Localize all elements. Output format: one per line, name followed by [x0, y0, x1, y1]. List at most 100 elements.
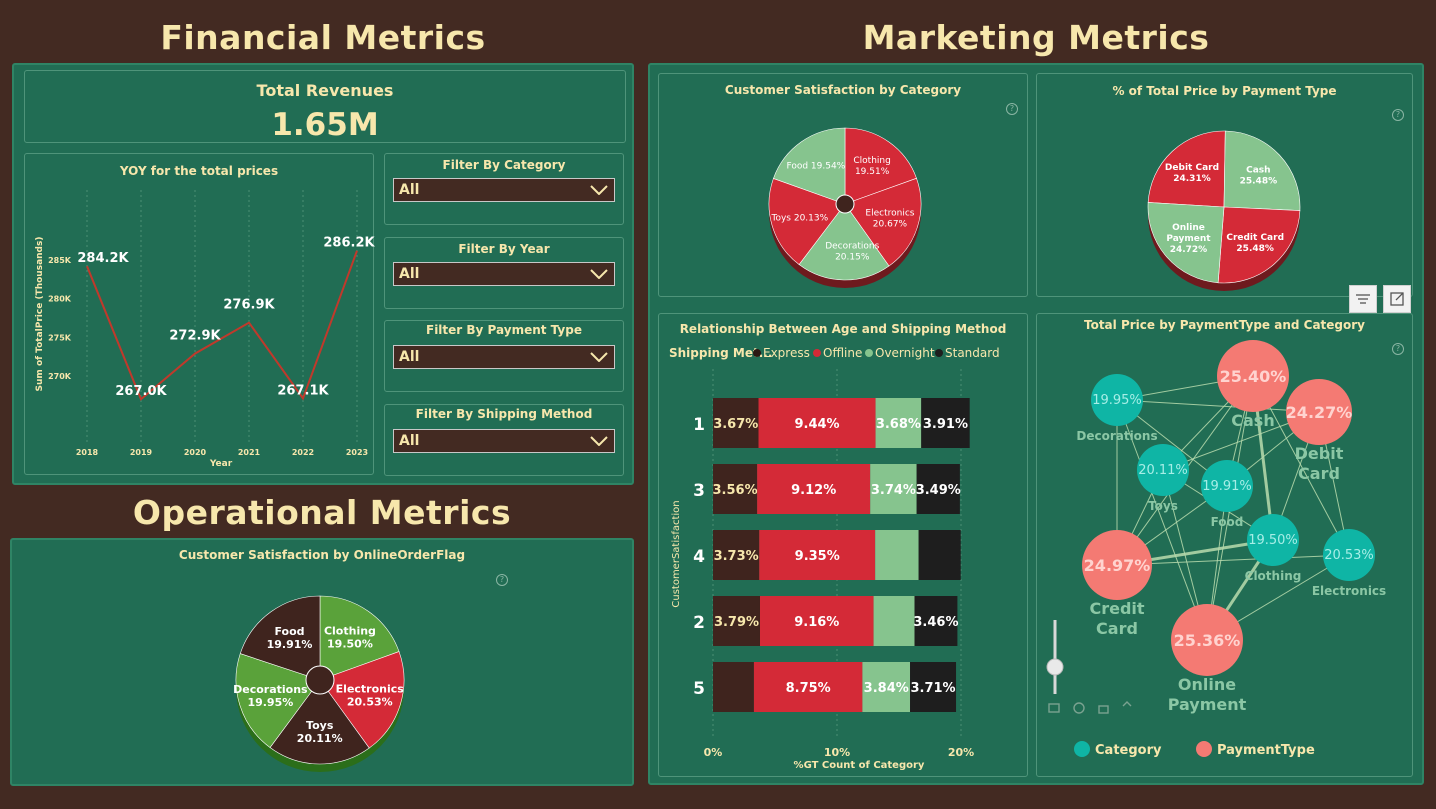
undo-icon[interactable]	[1122, 701, 1132, 707]
x-tick-label: 10%	[824, 746, 850, 759]
filter-category-dropdown[interactable]: All	[393, 178, 615, 202]
pie-slice[interactable]	[844, 177, 922, 267]
zoom-slider[interactable]	[1046, 620, 1064, 694]
bar-segment[interactable]	[758, 398, 876, 448]
lock-icon[interactable]	[1098, 705, 1109, 714]
network-node[interactable]	[1082, 530, 1152, 600]
y-category-label: 3	[693, 481, 705, 501]
network-node[interactable]	[1201, 460, 1253, 512]
bar-segment[interactable]	[713, 596, 760, 646]
pie-label: Cash	[1246, 165, 1270, 175]
network-edge	[1116, 399, 1208, 641]
legend-label[interactable]: Offline	[823, 346, 862, 360]
network-node[interactable]	[1217, 340, 1289, 412]
pie-slice[interactable]	[773, 127, 846, 205]
filter-shipping-value: All	[399, 433, 420, 449]
help-icon[interactable]: ?	[1392, 343, 1404, 355]
network-node[interactable]	[1247, 514, 1299, 566]
bar-segment[interactable]	[862, 662, 911, 712]
pie-slice[interactable]	[798, 203, 890, 281]
bar-segment[interactable]	[914, 596, 958, 646]
bar-segment[interactable]	[873, 596, 915, 646]
fit-view-icon[interactable]	[1048, 703, 1060, 713]
pie-slice[interactable]	[269, 679, 370, 765]
pie-label: Decorations	[825, 242, 879, 252]
network-node[interactable]	[1171, 604, 1243, 676]
filter-shipping-dropdown[interactable]: All	[393, 429, 615, 453]
bar-segment[interactable]	[916, 464, 960, 514]
bar-segment[interactable]	[713, 398, 759, 448]
y-tick-label: 280K	[48, 295, 72, 304]
bar-segment[interactable]	[921, 398, 970, 448]
pie-label: Toys 20.13%	[771, 213, 829, 223]
bar-segment[interactable]	[875, 530, 919, 580]
network-node[interactable]	[1091, 374, 1143, 426]
x-tick-label: 2022	[292, 448, 314, 457]
bar-segment[interactable]	[753, 662, 863, 712]
x-tick-label: 2023	[346, 448, 368, 457]
pie-label: 24.72%	[1170, 245, 1208, 255]
filter-year-label: Filter By Year	[458, 242, 550, 256]
bar-segment[interactable]	[759, 596, 874, 646]
help-icon[interactable]: ?	[496, 574, 508, 586]
marketing-panel: Customer Satisfaction by Category ? Clot…	[648, 63, 1424, 785]
bar-data-label: 3.67%	[713, 417, 758, 432]
bar-segment[interactable]	[918, 530, 961, 580]
pie-label: Decorations	[233, 683, 308, 696]
pie-slice[interactable]	[235, 653, 321, 748]
focus-mode-button[interactable]	[1383, 285, 1411, 313]
network-node-label: Card	[1096, 619, 1138, 638]
bar-data-label: 9.35%	[795, 549, 840, 564]
filter-payment-dropdown[interactable]: All	[393, 345, 615, 369]
zoom-slider-handle[interactable]	[1046, 658, 1064, 676]
bar-data-label: 3.74%	[871, 483, 916, 498]
pie-slice[interactable]	[844, 127, 917, 205]
pie-slice[interactable]	[319, 651, 405, 749]
filter-payment-label: Filter By Payment Type	[426, 323, 582, 337]
legend-label[interactable]: Express	[763, 346, 810, 360]
y-tick-label: 285K	[48, 256, 72, 265]
network-node-label: Clothing	[1245, 569, 1302, 583]
financial-panel: Total Revenues 1.65M YOY for the total p…	[12, 63, 634, 485]
pie-slice[interactable]	[1223, 130, 1301, 211]
pie-label: 19.51%	[855, 167, 890, 177]
network-toolbar	[1048, 701, 1132, 714]
bar-segment[interactable]	[910, 662, 957, 712]
pie-slice[interactable]	[1217, 206, 1301, 284]
help-icon[interactable]: ?	[1392, 109, 1404, 121]
filter-year-card: Filter By Year All	[384, 237, 624, 309]
network-node[interactable]	[1323, 529, 1375, 581]
y-tick-label: 270K	[48, 372, 72, 381]
network-node-value: 19.50%	[1248, 533, 1298, 548]
bar-segment[interactable]	[759, 530, 876, 580]
kpi-label: Total Revenues	[256, 81, 394, 100]
pie-slice[interactable]	[319, 595, 400, 681]
pie-slice[interactable]	[768, 178, 846, 265]
pie-slice[interactable]	[239, 595, 321, 681]
filter-year-dropdown[interactable]: All	[393, 262, 615, 286]
bar-segment[interactable]	[713, 530, 760, 580]
help-icon[interactable]: ?	[1006, 103, 1018, 115]
pie-slice[interactable]	[1147, 202, 1225, 284]
filter-visual-button[interactable]	[1349, 285, 1377, 313]
filter-payment-card: Filter By Payment Type All	[384, 320, 624, 392]
chevron-down-icon	[590, 436, 608, 446]
data-label: 267.1K	[277, 383, 329, 398]
network-node[interactable]	[1286, 379, 1352, 445]
pie-label: 25.48%	[1236, 244, 1274, 254]
legend-label[interactable]: Standard	[945, 346, 1000, 360]
filter-category-label: Filter By Category	[442, 158, 566, 172]
legend-dot	[865, 349, 873, 357]
network-node[interactable]	[1137, 444, 1189, 496]
network-node-label: Payment	[1168, 695, 1247, 714]
bar-segment[interactable]	[713, 662, 754, 712]
legend-label[interactable]: Overnight	[875, 346, 935, 360]
bar-segment[interactable]	[870, 464, 917, 514]
pie-slice[interactable]	[1147, 130, 1226, 208]
pie-label: Toys	[306, 719, 334, 732]
rotate-icon[interactable]	[1073, 702, 1085, 714]
bar-segment[interactable]	[875, 398, 922, 448]
bar-segment[interactable]	[713, 464, 758, 514]
bar-segment[interactable]	[757, 464, 871, 514]
